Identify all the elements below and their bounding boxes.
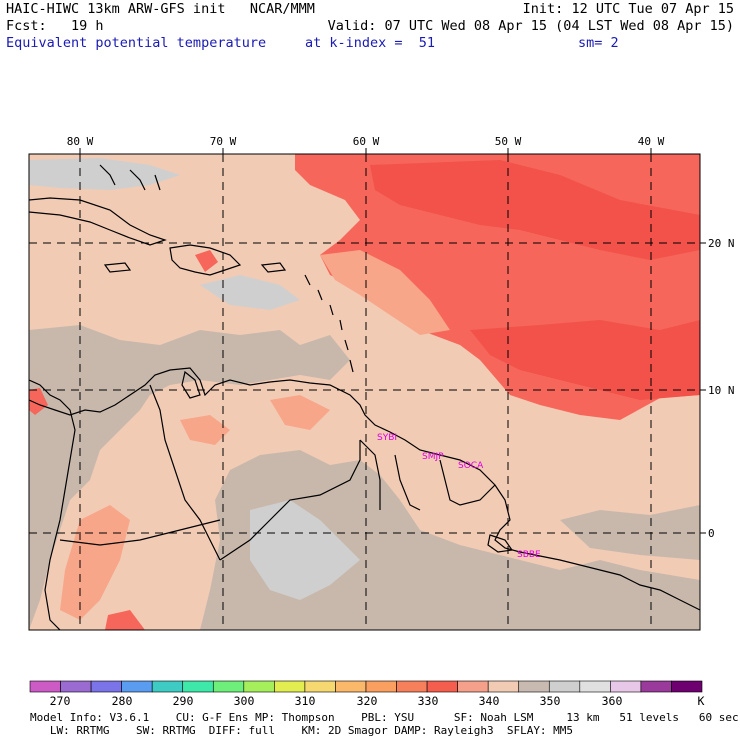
colorbar-swatch [121,680,153,693]
cb-label-330: 330 [417,694,439,708]
colorbar-swatch [304,680,336,693]
cb-label-270: 270 [49,694,71,708]
lat-lon-grid [29,154,700,630]
warm-patch-venezuela [270,395,330,430]
lon-label-40w: 40 W [638,135,665,148]
station-sbbe: SBBE [517,550,541,560]
model-title: HAIC-HIWC 13km ARW-GFS init NCAR/MMM [6,1,315,17]
init-time: Init: 12 UTC Tue 07 Apr 15 [522,1,734,17]
colorbar-swatch [487,680,520,693]
model-info-line1: Model Info: V3.6.1 CU: G-F Ens MP: Thomp… [30,711,739,724]
station-smjp: SMJP [422,452,444,462]
gray-region-east [560,505,700,560]
level-index: at k-index = 51 [305,35,436,51]
ticks [79,148,706,534]
station-soca: SOCA [458,461,484,471]
valid-time: Valid: 07 UTC Wed 08 Apr 15 (04 LST Wed … [327,18,734,34]
cb-label-320: 320 [356,694,378,708]
colorbar-swatch [518,680,550,693]
forecast-hour: Fcst: 19 h [6,18,104,34]
colorbar-swatch [579,680,611,693]
colorbar-swatch [640,680,672,693]
colorbar-swatch [29,680,61,693]
colorbar-swatch [335,680,367,693]
model-info-line2: LW: RRTMG SW: RRTMG DIFF: full KM: 2D Sm… [30,724,574,737]
lon-label-80w: 80 W [67,135,94,148]
lon-label-70w: 70 W [210,135,237,148]
colorbar-swatch [151,680,184,693]
warm-patch-caribbean [180,415,230,445]
colorbar-swatch [60,680,92,693]
gray-patch-north [29,158,180,190]
colorbar [29,680,703,693]
smoothing: sm= 2 [578,35,619,51]
gray-patch-ocean [200,275,300,310]
lat-label-0: 0 [708,527,715,540]
warm-patch-colombia [60,505,130,620]
cb-label-360: 360 [601,694,623,708]
hot-spot-andes [105,610,145,630]
colorbar-swatch [212,680,245,693]
gray-light-region [250,500,360,600]
colorbar-swatch [610,680,642,693]
cb-label-unit: K [697,694,705,708]
cb-label-300: 300 [233,694,255,708]
cb-label-280: 280 [111,694,133,708]
colorbar-swatch [426,680,458,693]
cb-label-310: 310 [294,694,316,708]
colorbar-swatch [396,680,428,693]
map-frame [28,153,701,631]
cb-label-290: 290 [172,694,194,708]
hot-spot-central-america [29,388,48,415]
colorbar-swatch [243,680,275,693]
hottest-core [370,160,700,260]
field-name: Equivalent potential temperature [6,35,267,51]
colorbar-swatch [90,680,122,693]
lat-label-20n: 20 N [708,237,735,250]
colorbar-swatch [365,680,397,693]
warm-tongue [320,250,450,335]
coastlines [29,164,700,630]
station-sybi: SYBI [377,433,397,443]
lon-label-60w: 60 W [353,135,380,148]
hot-spot-hispaniola [195,250,218,272]
gray-region-west [29,325,350,630]
colorbar-swatch [548,680,581,693]
cb-label-340: 340 [478,694,500,708]
colorbar-swatch [274,680,306,693]
lat-label-10n: 10 N [708,384,735,397]
colorbar-swatch [182,680,214,693]
colorbar-swatch [457,680,489,693]
colorbar-swatch [671,680,703,693]
lon-label-50w: 50 W [495,135,522,148]
hot-band-south [470,320,700,400]
cb-label-350: 350 [539,694,561,708]
